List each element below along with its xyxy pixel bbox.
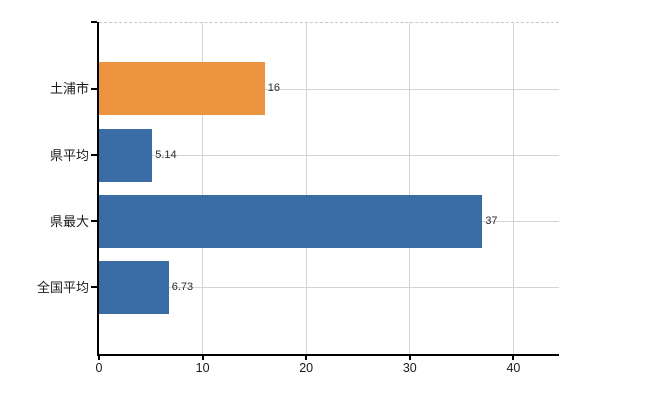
category-label: 全国平均 (36, 279, 89, 295)
plot-top-border (99, 22, 559, 23)
x-gridline (202, 22, 204, 354)
category-label: 県最大 (49, 213, 89, 229)
bar-value-label: 6.73 (171, 280, 194, 293)
category-label: 県平均 (49, 147, 89, 163)
x-axis-tick (408, 356, 411, 360)
bar-value-label: 16 (267, 82, 280, 94)
bar-3 (99, 194, 483, 248)
row-gridline (99, 155, 559, 156)
x-tick-label: 0 (95, 361, 103, 375)
x-gridline (305, 22, 307, 354)
x-axis-tick (512, 356, 515, 360)
y-axis-tick (91, 87, 97, 90)
y-axis-line (97, 22, 99, 356)
x-axis-tick (305, 356, 308, 360)
y-axis-tick (91, 154, 97, 156)
row-gridline (99, 287, 559, 288)
bar-value-label: 37 (485, 214, 498, 227)
x-axis-line (97, 354, 559, 356)
bar-1 (99, 62, 265, 115)
bar-4 (99, 260, 169, 314)
x-tick-label: 40 (506, 361, 521, 375)
x-gridline (409, 22, 411, 354)
category-label: 土浦市 (49, 81, 89, 96)
y-axis-tick (91, 220, 97, 222)
y-axis-tick (91, 286, 97, 288)
x-tick-label: 30 (402, 361, 417, 375)
y-axis-top-tick (91, 21, 97, 23)
x-gridline (512, 22, 514, 354)
bar-2 (99, 128, 153, 182)
bar-value-label: 5.14 (155, 148, 177, 161)
x-tick-label: 10 (195, 361, 210, 375)
x-tick-label: 20 (299, 361, 314, 375)
x-axis-tick (98, 356, 100, 360)
row-gridline (99, 88, 559, 90)
x-axis-tick (201, 356, 204, 360)
